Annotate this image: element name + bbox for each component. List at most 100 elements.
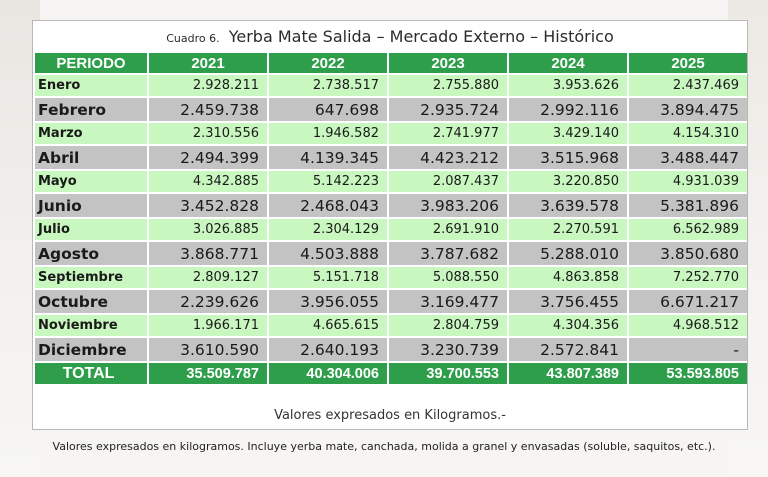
value-cell: 2.459.738 — [149, 98, 267, 121]
header-2024: 2024 — [509, 53, 627, 73]
value-cell: 2.738.517 — [269, 75, 387, 96]
value-cell: 2.087.437 — [389, 171, 507, 192]
value-cell: 3.894.475 — [629, 98, 747, 121]
value-cell: 3.756.455 — [509, 290, 627, 313]
value-cell: 7.252.770 — [629, 267, 747, 288]
month-cell: Junio — [35, 194, 147, 217]
data-table: PERIODO 2021 2022 2023 2024 2025 Enero 2.… — [33, 51, 749, 386]
value-cell: 3.515.968 — [509, 146, 627, 169]
table-row: Diciembre 3.610.590 2.640.193 3.230.739 2.57… — [35, 338, 747, 361]
value-cell: 2.304.129 — [269, 219, 387, 240]
table-title: Yerba Mate Salida – Mercado Externo – Hi… — [228, 27, 614, 46]
table-body: Enero 2.928.211 2.738.517 2.755.880 3.953.62… — [35, 75, 747, 384]
value-cell: 2.270.591 — [509, 219, 627, 240]
value-cell: 2.691.910 — [389, 219, 507, 240]
value-cell: 647.698 — [269, 98, 387, 121]
table-row: Julio 3.026.885 2.304.129 2.691.910 2.270.59… — [35, 219, 747, 240]
month-cell: Marzo — [35, 123, 147, 144]
value-cell: 2.494.399 — [149, 146, 267, 169]
value-cell: 2.437.469 — [629, 75, 747, 96]
total-value-cell: 35.509.787 — [149, 363, 267, 384]
total-value-cell: 53.593.805 — [629, 363, 747, 384]
value-cell: 2.809.127 — [149, 267, 267, 288]
table-row: Marzo 2.310.556 1.946.582 2.741.977 3.429.14… — [35, 123, 747, 144]
value-cell: 3.639.578 — [509, 194, 627, 217]
value-cell: 5.088.550 — [389, 267, 507, 288]
footer-caption: Valores expresados en kilogramos. Incluy… — [52, 440, 716, 453]
value-cell: 5.381.896 — [629, 194, 747, 217]
table-row: Junio 3.452.828 2.468.043 3.983.206 3.639.57… — [35, 194, 747, 217]
value-cell: 5.151.718 — [269, 267, 387, 288]
value-cell: 2.468.043 — [269, 194, 387, 217]
value-cell: 6.671.217 — [629, 290, 747, 313]
value-cell: 5.142.223 — [269, 171, 387, 192]
total-value-cell: 40.304.006 — [269, 363, 387, 384]
month-cell: Septiembre — [35, 267, 147, 288]
value-cell: 3.787.682 — [389, 242, 507, 265]
value-cell: 2.935.724 — [389, 98, 507, 121]
value-cell: 2.741.977 — [389, 123, 507, 144]
value-cell: 3.956.055 — [269, 290, 387, 313]
month-cell: Mayo — [35, 171, 147, 192]
table-row: Mayo 4.342.885 5.142.223 2.087.437 3.220.850… — [35, 171, 747, 192]
value-cell: 2.239.626 — [149, 290, 267, 313]
header-2022: 2022 — [269, 53, 387, 73]
value-cell: 4.423.212 — [389, 146, 507, 169]
total-value-cell: 43.807.389 — [509, 363, 627, 384]
month-cell: Abril — [35, 146, 147, 169]
total-value-cell: 39.700.553 — [389, 363, 507, 384]
value-cell: 4.154.310 — [629, 123, 747, 144]
table-row: Octubre 2.239.626 3.956.055 3.169.477 3.756.… — [35, 290, 747, 313]
value-cell: 4.139.345 — [269, 146, 387, 169]
value-cell: 2.755.880 — [389, 75, 507, 96]
header-2023: 2023 — [389, 53, 507, 73]
month-cell: Octubre — [35, 290, 147, 313]
value-cell: 4.931.039 — [629, 171, 747, 192]
value-cell: 2.640.193 — [269, 338, 387, 361]
value-cell: 3.488.447 — [629, 146, 747, 169]
value-cell: 2.928.211 — [149, 75, 267, 96]
value-cell: 2.992.116 — [509, 98, 627, 121]
table-row: Septiembre 2.809.127 5.151.718 5.088.550 4.8… — [35, 267, 747, 288]
header-periodo: PERIODO — [35, 53, 147, 73]
value-cell: 4.665.615 — [269, 315, 387, 336]
month-cell: Enero — [35, 75, 147, 96]
value-cell: 5.288.010 — [509, 242, 627, 265]
table-card: Cuadro 6. Yerba Mate Salida – Mercado Ex… — [32, 20, 748, 430]
value-cell: 3.169.477 — [389, 290, 507, 313]
value-cell: 4.304.356 — [509, 315, 627, 336]
table-row: Febrero 2.459.738 647.698 2.935.724 2.992.11… — [35, 98, 747, 121]
value-cell: 3.026.885 — [149, 219, 267, 240]
value-cell: 3.452.828 — [149, 194, 267, 217]
value-cell: 4.863.858 — [509, 267, 627, 288]
table-row: Noviembre 1.966.171 4.665.615 2.804.759 4.30… — [35, 315, 747, 336]
table-title-bar: Cuadro 6. Yerba Mate Salida – Mercado Ex… — [33, 21, 747, 51]
value-cell: - — [629, 338, 747, 361]
month-cell: Noviembre — [35, 315, 147, 336]
total-row: TOTAL 35.509.787 40.304.006 39.700.553 43.80… — [35, 363, 747, 384]
month-cell: Julio — [35, 219, 147, 240]
units-note: Valores expresados en Kilogramos.- — [274, 408, 506, 423]
value-cell: 2.804.759 — [389, 315, 507, 336]
month-cell: Febrero — [35, 98, 147, 121]
value-cell: 3.230.739 — [389, 338, 507, 361]
header-row: PERIODO 2021 2022 2023 2024 2025 — [35, 53, 747, 73]
table-row: Abril 2.494.399 4.139.345 4.423.212 3.515.96… — [35, 146, 747, 169]
value-cell: 4.968.512 — [629, 315, 747, 336]
header-2021: 2021 — [149, 53, 267, 73]
value-cell: 6.562.989 — [629, 219, 747, 240]
value-cell: 3.610.590 — [149, 338, 267, 361]
table-row: Enero 2.928.211 2.738.517 2.755.880 3.953.62… — [35, 75, 747, 96]
total-label: TOTAL — [35, 363, 147, 384]
table-row: Agosto 3.868.771 4.503.888 3.787.682 5.288.0… — [35, 242, 747, 265]
value-cell: 1.946.582 — [269, 123, 387, 144]
value-cell: 2.310.556 — [149, 123, 267, 144]
table-number-label: Cuadro 6. — [166, 32, 220, 45]
value-cell: 3.850.680 — [629, 242, 747, 265]
value-cell: 3.220.850 — [509, 171, 627, 192]
header-2025: 2025 — [629, 53, 747, 73]
value-cell: 3.953.626 — [509, 75, 627, 96]
value-cell: 4.503.888 — [269, 242, 387, 265]
value-cell: 3.868.771 — [149, 242, 267, 265]
value-cell: 2.572.841 — [509, 338, 627, 361]
